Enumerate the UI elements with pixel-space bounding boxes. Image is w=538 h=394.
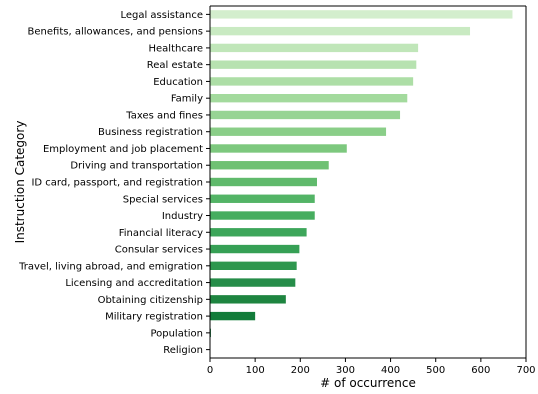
- y-tick-label: Population: [150, 328, 203, 339]
- bar: [210, 261, 297, 270]
- y-tick-label: Healthcare: [148, 43, 203, 54]
- y-tick-label: Special services: [123, 194, 203, 205]
- x-tick-label: 300: [336, 365, 355, 376]
- bar: [210, 60, 417, 69]
- bar: [210, 278, 296, 287]
- bar: [210, 244, 300, 254]
- y-tick-label: Legal assistance: [120, 10, 203, 21]
- x-tick-label: 100: [246, 365, 265, 376]
- y-tick-label: Family: [171, 94, 203, 105]
- bar: [210, 177, 317, 187]
- y-tick-label: Financial literacy: [119, 228, 203, 239]
- bar: [210, 77, 414, 86]
- y-tick-label: Obtaining citizenship: [98, 295, 203, 306]
- bar: [210, 295, 286, 304]
- x-tick-label: 200: [291, 365, 310, 376]
- bar: [210, 144, 347, 153]
- bar: [210, 127, 387, 136]
- bar: [210, 94, 408, 103]
- y-tick-label: Taxes and fines: [125, 110, 203, 121]
- y-tick-labels: Legal assistance Benefits, allowances, an…: [18, 10, 210, 356]
- x-tick-label: 0: [207, 365, 213, 376]
- y-tick-label: ID card, passport, and registration: [31, 178, 203, 189]
- x-tick-label: 600: [471, 365, 490, 376]
- y-tick-label: Driving and transportation: [70, 161, 203, 172]
- y-tick-label: Employment and job placement: [43, 144, 203, 155]
- bar: [210, 26, 471, 36]
- bar: [210, 211, 315, 220]
- y-tick-label: Benefits, allowances, and pensions: [28, 27, 203, 38]
- x-ticks: 0 100 200 300 400 500 600 700: [207, 358, 536, 376]
- y-tick-label: Education: [153, 77, 203, 88]
- y-tick-label: Travel, living abroad, and emigration: [18, 261, 203, 272]
- bar: [210, 194, 315, 203]
- y-tick-label: Real estate: [147, 60, 203, 71]
- bar: [210, 311, 256, 321]
- bar: [210, 228, 307, 237]
- y-tick-label: Industry: [162, 211, 203, 222]
- y-tick-label: Religion: [163, 345, 203, 356]
- y-tick-label: Licensing and accreditation: [65, 278, 203, 289]
- x-tick-label: 700: [516, 365, 535, 376]
- y-axis-title: Instruction Category: [13, 121, 27, 244]
- x-tick-label: 500: [426, 365, 445, 376]
- x-tick-label: 400: [381, 365, 400, 376]
- bar: [210, 43, 419, 53]
- bar: [210, 10, 513, 19]
- y-tick-label: Military registration: [105, 312, 203, 323]
- bar: [210, 161, 329, 170]
- y-tick-label: Business registration: [98, 127, 203, 138]
- bars-group: [210, 10, 513, 354]
- bar: [210, 110, 401, 120]
- x-axis-title: # of occurrence: [320, 376, 416, 390]
- y-tick-label: Consular services: [115, 245, 203, 256]
